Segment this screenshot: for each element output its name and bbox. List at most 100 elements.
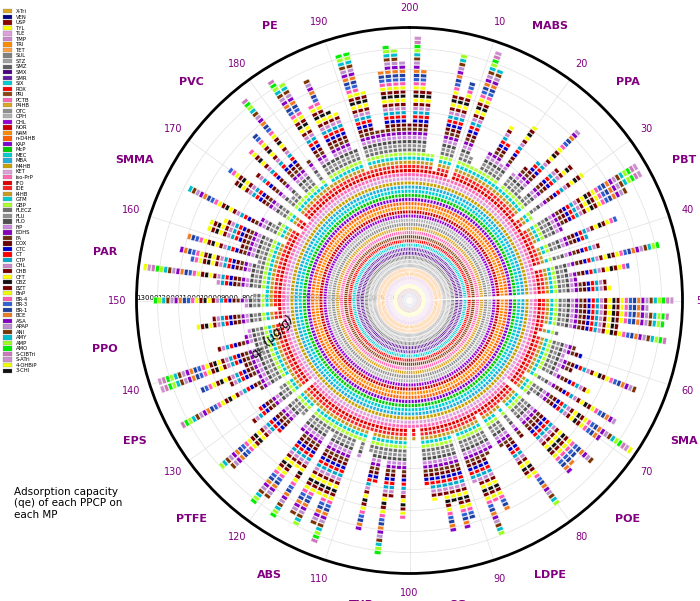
Bar xyxy=(295,313,299,316)
Bar xyxy=(304,319,308,322)
Bar xyxy=(402,277,404,281)
Bar xyxy=(417,283,419,286)
Bar xyxy=(546,447,552,453)
Bar xyxy=(622,331,626,338)
Bar xyxy=(400,99,406,102)
Bar xyxy=(436,251,440,255)
Bar xyxy=(310,232,314,237)
Bar xyxy=(302,433,307,439)
Bar xyxy=(426,352,428,355)
Bar xyxy=(449,519,455,524)
Bar xyxy=(435,231,438,236)
Bar xyxy=(526,228,531,233)
Bar xyxy=(568,240,573,245)
Bar xyxy=(558,387,564,392)
Bar xyxy=(355,203,359,207)
Bar xyxy=(591,281,594,285)
Bar xyxy=(402,307,405,310)
Bar xyxy=(385,70,391,75)
Bar xyxy=(407,305,408,308)
Bar xyxy=(525,307,528,310)
Bar xyxy=(604,180,610,188)
Bar xyxy=(431,253,434,257)
Bar xyxy=(536,427,542,433)
Bar xyxy=(467,294,470,296)
Bar xyxy=(166,297,169,304)
Bar xyxy=(230,462,237,469)
Bar xyxy=(308,142,314,148)
Bar xyxy=(417,304,421,305)
Bar xyxy=(215,228,220,234)
Bar xyxy=(403,256,405,260)
Bar xyxy=(375,313,379,314)
Bar xyxy=(250,241,255,246)
Bar xyxy=(394,297,398,298)
Bar xyxy=(290,353,294,358)
Bar xyxy=(371,251,374,255)
Bar xyxy=(466,206,470,210)
Bar xyxy=(359,401,363,405)
Bar xyxy=(432,371,435,375)
Bar xyxy=(195,413,201,421)
Bar xyxy=(457,340,461,343)
Bar xyxy=(234,172,240,178)
Bar xyxy=(577,325,581,330)
Bar xyxy=(330,279,334,282)
Bar xyxy=(403,308,405,311)
Bar xyxy=(294,192,300,197)
Bar xyxy=(396,340,398,344)
Bar xyxy=(471,435,476,439)
Bar xyxy=(423,282,426,285)
Bar xyxy=(312,387,317,392)
Bar xyxy=(361,307,365,309)
Bar xyxy=(438,463,443,467)
Bar xyxy=(418,324,419,328)
Legend: X-Tri, VEN, USP, TYL, TLE, TMP, TRI, TET, SUL, STZ, SMZ, SMX, SMR, SIX, ROX, PRI: X-Tri, VEN, USP, TYL, TLE, TMP, TRI, TET… xyxy=(3,8,38,374)
Bar xyxy=(582,209,587,215)
Bar xyxy=(342,148,347,153)
Bar xyxy=(517,195,522,200)
Bar xyxy=(285,412,290,418)
Bar xyxy=(331,358,335,362)
Bar xyxy=(260,331,265,336)
Bar xyxy=(304,136,309,141)
Bar xyxy=(416,354,417,358)
Bar xyxy=(308,318,312,321)
Bar xyxy=(517,327,522,331)
Bar xyxy=(442,483,447,487)
Bar xyxy=(358,436,362,441)
Bar xyxy=(589,225,594,231)
Bar xyxy=(333,340,337,343)
Bar xyxy=(368,260,372,263)
Bar xyxy=(438,297,442,298)
Bar xyxy=(429,217,432,221)
Bar xyxy=(423,326,426,329)
Bar xyxy=(461,448,466,453)
Bar xyxy=(320,410,325,415)
Bar xyxy=(413,252,414,255)
Bar xyxy=(433,463,438,468)
Bar xyxy=(482,340,486,343)
Bar xyxy=(498,263,502,267)
Bar xyxy=(413,297,416,299)
Bar xyxy=(522,176,526,182)
Bar xyxy=(612,379,617,385)
Bar xyxy=(428,308,432,310)
Bar xyxy=(342,314,345,317)
Bar xyxy=(496,325,500,328)
Bar xyxy=(453,313,456,315)
Bar xyxy=(398,303,402,304)
Bar xyxy=(568,324,573,328)
Bar xyxy=(496,337,500,341)
Bar xyxy=(328,258,332,262)
Bar xyxy=(523,357,528,362)
Bar xyxy=(407,354,409,358)
Bar xyxy=(552,340,556,345)
Bar xyxy=(414,49,421,52)
Bar xyxy=(373,303,377,305)
Bar xyxy=(332,314,337,316)
Bar xyxy=(164,266,168,273)
Bar xyxy=(570,298,574,303)
Bar xyxy=(402,144,407,148)
Bar xyxy=(574,364,579,370)
